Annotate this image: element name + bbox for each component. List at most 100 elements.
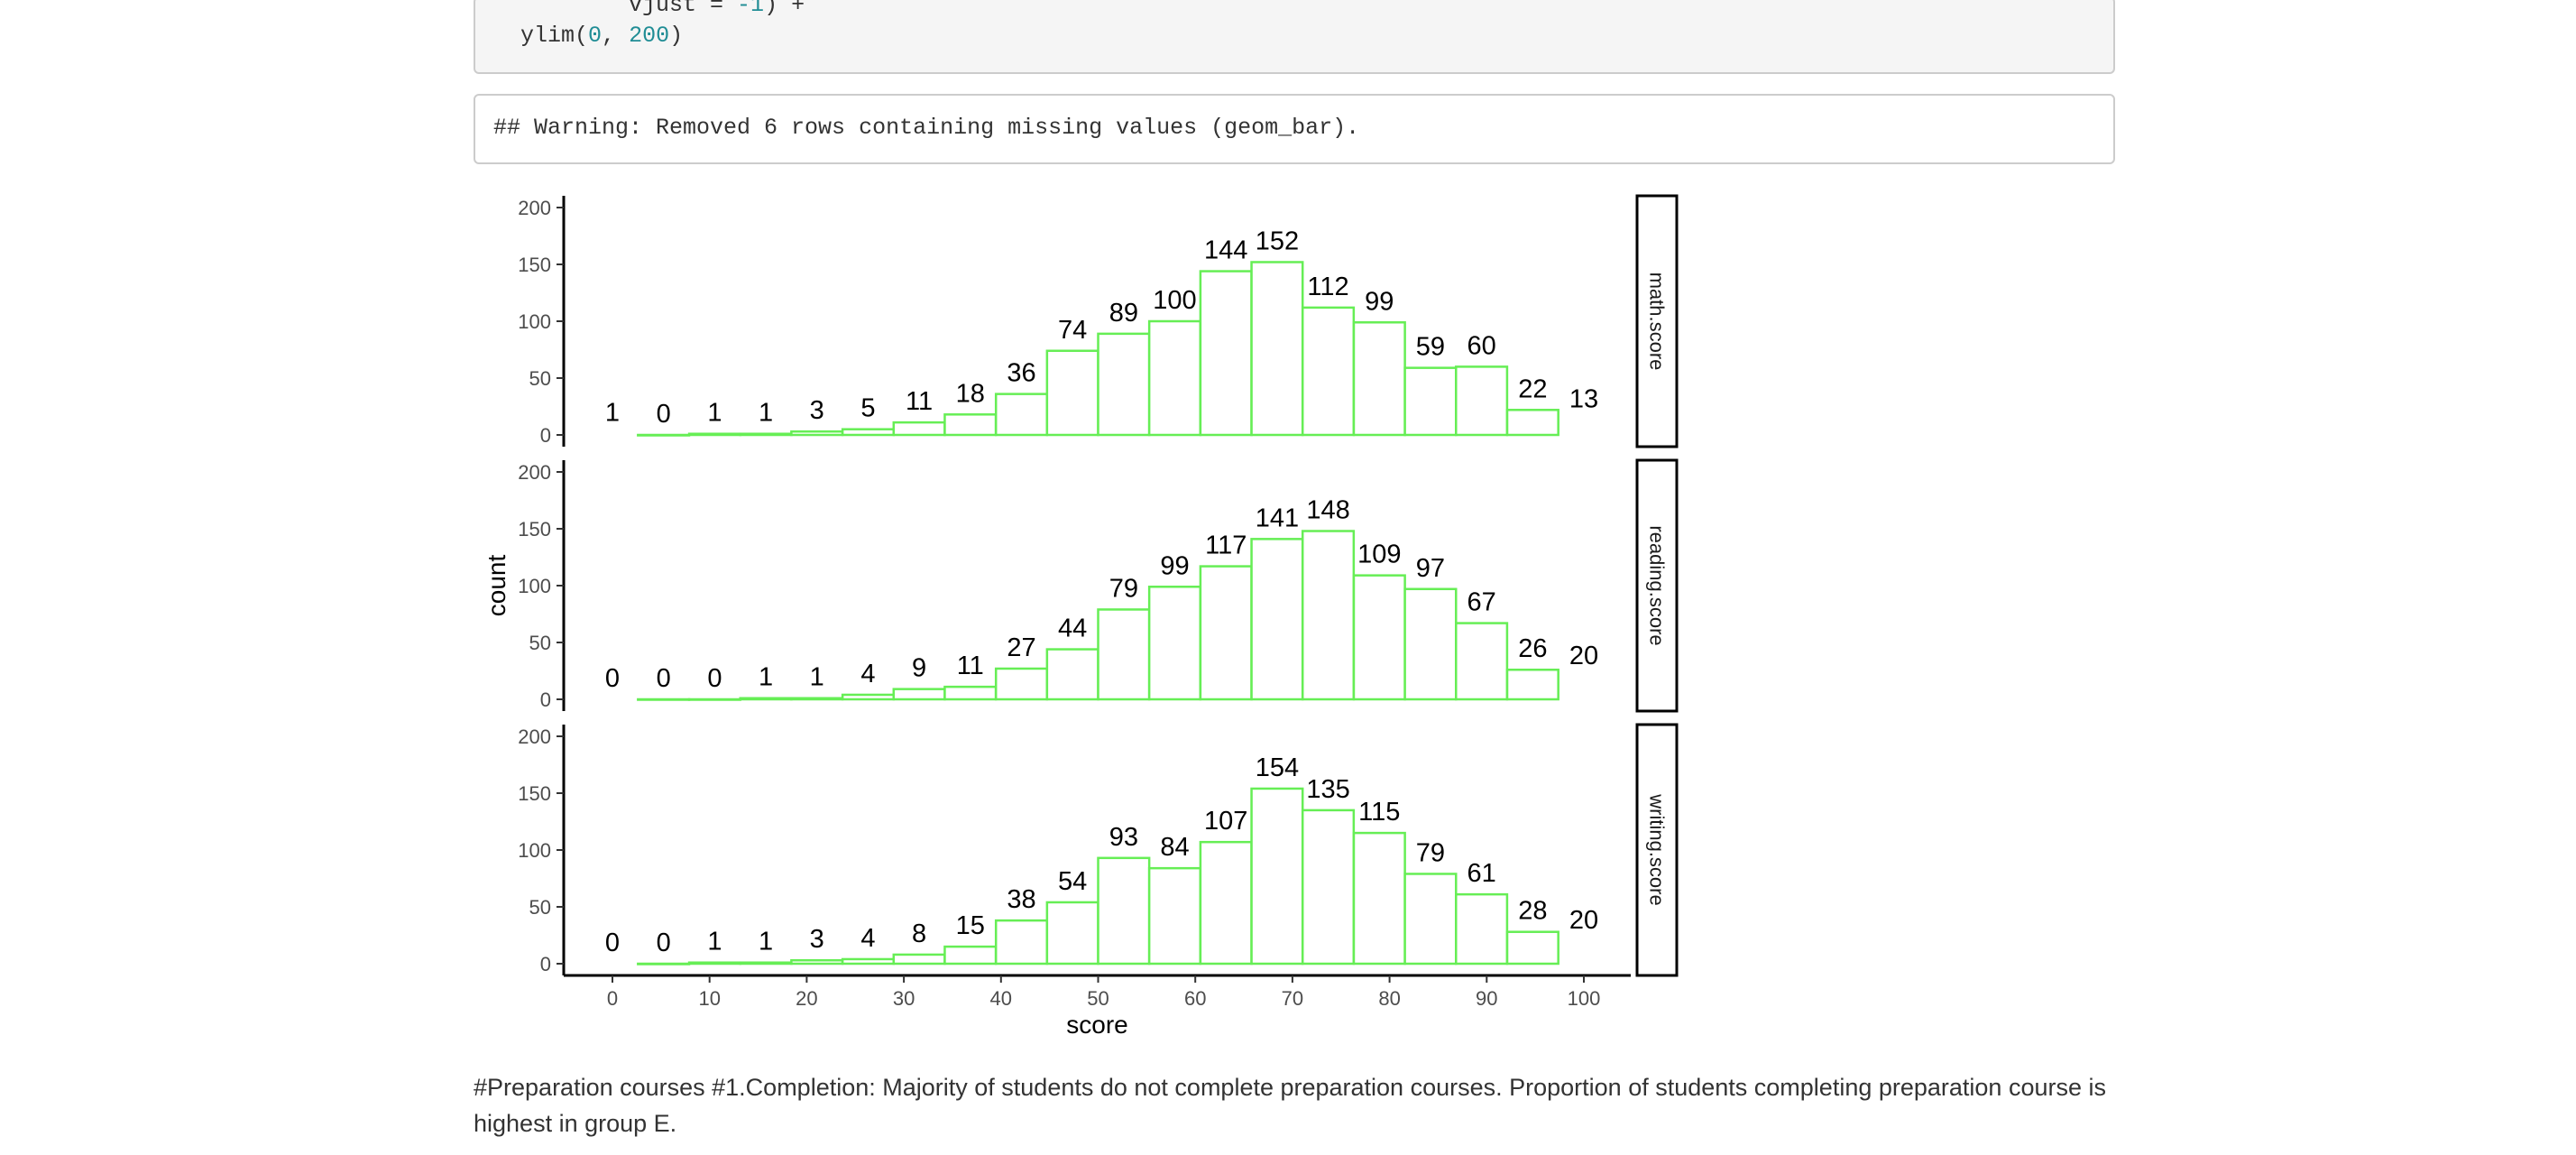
x-tick-label: 10 [698,987,720,1010]
bar-count-label: 148 [1306,496,1349,525]
bar-count-label: 84 [1160,833,1189,862]
x-tick-label: 20 [796,987,817,1010]
histogram-bar [1045,349,1099,437]
bar-count-label: 61 [1467,859,1495,888]
warning-message: ## Warning: Removed 6 rows containing mi… [493,115,1360,141]
bar-count-label: 79 [1416,838,1445,867]
bar-count-label: 97 [1416,554,1445,583]
bar-count-label: 27 [1007,633,1035,662]
y-tick-label: 200 [518,461,551,484]
y-tick-label: 150 [518,254,551,276]
bar-count-label: 26 [1518,634,1547,663]
bar-count-label: 36 [1007,359,1035,388]
x-tick-label: 30 [893,987,915,1010]
histogram-bar [1505,930,1559,966]
histogram-bar [1301,808,1356,966]
histogram-bar [1199,840,1253,966]
histogram-bar [841,428,896,437]
histogram-bar [1147,586,1202,701]
x-tick-label: 50 [1087,987,1109,1010]
y-tick-label: 50 [529,632,551,654]
histogram-bar [1505,668,1559,701]
histogram-bar [1455,892,1509,966]
histogram-bar [1045,901,1099,966]
histogram-bar [1403,873,1458,966]
bar-count-label: 0 [657,400,671,429]
bar-count-label: 135 [1306,775,1349,804]
bar-count-label: 28 [1518,897,1547,926]
bar-count-label: 0 [707,664,722,693]
bar-count-label: 93 [1109,823,1138,852]
y-tick-label: 200 [518,197,551,219]
bar-count-label: 1 [759,399,773,428]
histogram-bar [687,432,741,437]
bar-count-label: 89 [1109,299,1138,328]
bar-count-label: 1 [810,663,824,692]
x-tick-label: 70 [1282,987,1303,1010]
y-axis-title: count [483,555,511,617]
bar-count-label: 115 [1358,798,1400,827]
bar-count-label: 144 [1204,236,1247,265]
histogram-bar [943,945,998,966]
histogram-bar [637,433,691,437]
histogram-bar [1352,574,1406,701]
histogram-bar [994,393,1049,437]
y-tick-label: 50 [529,896,551,919]
histogram-bar [687,961,741,966]
x-axis-title: score [1066,1011,1127,1039]
histogram-bar [1250,787,1304,966]
histogram-bar [994,919,1049,966]
bar-count-label: 67 [1467,588,1495,617]
y-tick-label: 50 [529,367,551,390]
bar-count-label: 107 [1204,807,1247,836]
bar-count-label: 13 [1569,385,1598,414]
histogram-bar [1403,587,1458,701]
bar-count-label: 100 [1153,286,1196,315]
histogram-bar [1147,866,1202,966]
x-tick-label: 90 [1476,987,1497,1010]
y-tick-label: 0 [540,424,551,447]
histogram-bar [1301,530,1356,701]
histogram-bar [790,430,844,437]
bar-count-label: 109 [1357,541,1401,569]
histogram-bar [841,957,896,966]
bar-count-label: 9 [912,654,926,683]
bar-count-label: 79 [1109,574,1138,603]
bar-count-label: 59 [1416,333,1445,362]
bar-count-label: 152 [1256,226,1299,255]
histogram-bar [1455,365,1509,437]
bar-count-label: 20 [1569,642,1598,670]
histogram-bar [841,693,896,701]
histogram-bar [943,685,998,701]
facet-strip [1635,194,1679,448]
histogram-bar [637,962,691,966]
histogram-bar [943,413,998,437]
histogram-bar [1097,332,1151,437]
bar-count-label: 0 [657,929,671,957]
histogram-bar [1455,622,1509,701]
histogram-bar [1301,306,1356,437]
bar-count-label: 74 [1058,316,1087,345]
bar-count-label: 1 [707,928,722,956]
bar-count-label: 8 [912,919,926,948]
facet-strip [1635,723,1679,977]
histogram-bar [892,688,946,701]
histogram-bar [1505,409,1559,437]
bar-count-label: 54 [1058,867,1087,896]
bar-count-label: 0 [605,929,620,957]
code-line-ylim: ylim(0, 200) [493,23,684,49]
x-tick-label: 100 [1568,987,1601,1010]
histogram-bar [637,698,691,701]
x-tick-label: 0 [607,987,618,1010]
bar-count-label: 1 [759,663,773,692]
bar-count-label: 3 [810,925,824,954]
bar-count-label: 1 [605,399,620,428]
histogram-bar [1147,319,1202,437]
y-tick-label: 100 [518,575,551,597]
histogram-bar [687,698,741,701]
facet-strip [1635,458,1679,713]
bar-count-label: 99 [1365,287,1394,316]
facet-strip-label: math.score [1646,273,1669,371]
histogram-bar [790,958,844,966]
histogram-bar [739,697,793,701]
